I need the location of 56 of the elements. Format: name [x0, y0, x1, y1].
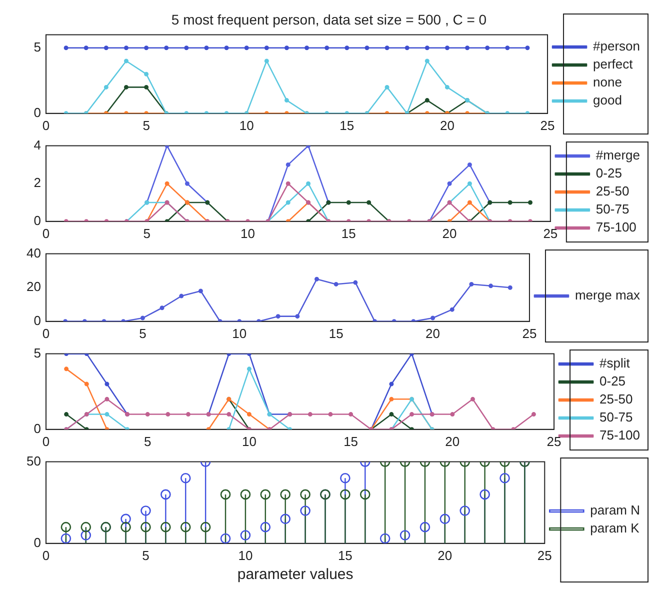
y-tick-label: 0 — [34, 312, 41, 328]
y-tick-label: 0 — [34, 104, 41, 120]
legend-label: merge max — [574, 288, 640, 303]
legend-label: 25-50 — [596, 184, 630, 199]
x-tick-label: 15 — [328, 326, 344, 341]
x-tick-label: 5 — [142, 548, 150, 563]
legend-label: none — [593, 74, 622, 90]
y-tick-label: 40 — [26, 245, 41, 260]
legend-label: good — [593, 92, 622, 108]
x-tick-label: 5 — [139, 326, 146, 341]
y-tick-label: 2 — [34, 175, 41, 190]
x-tick-label: 20 — [442, 226, 457, 241]
x-tick-label: 25 — [537, 548, 552, 563]
y-tick-label: 5 — [34, 39, 41, 54]
y-tick-label: 0 — [34, 534, 41, 550]
y-tick-label: 0 — [34, 212, 41, 228]
legend-label: param K — [590, 520, 640, 536]
y-tick-label: 5 — [34, 345, 41, 360]
x-tick-label: 25 — [540, 118, 555, 133]
x-tick-label: 25 — [546, 434, 562, 449]
x-tick-label: 20 — [426, 326, 440, 341]
legend-label: param N — [590, 502, 640, 518]
legend-label: perfect — [593, 56, 634, 72]
x-tick-label: 15 — [344, 434, 358, 449]
x-tick-label: 10 — [239, 118, 254, 133]
y-tick-label: 4 — [34, 137, 41, 152]
x-tick-label: 20 — [445, 434, 460, 449]
legend-label: 0-25 — [596, 166, 622, 181]
x-tick-label: 10 — [242, 434, 256, 449]
x-tick-label: 25 — [543, 226, 558, 241]
chart-title: 5 most frequent person, data set size = 500 , C = 0 — [171, 11, 487, 28]
legend-label: 75-100 — [600, 428, 640, 443]
y-tick-label: 50 — [26, 453, 41, 468]
x-axis-title: parameter values — [237, 566, 354, 584]
legend-label: 25-50 — [600, 392, 633, 407]
x-tick-label: 10 — [238, 548, 253, 563]
y-tick-label: 20 — [26, 279, 41, 294]
x-tick-label: 15 — [341, 226, 356, 241]
y-tick-label: 0 — [34, 420, 41, 436]
x-tick-label: 10 — [240, 226, 256, 241]
x-tick-label: 5 — [142, 118, 150, 133]
x-tick-label: 5 — [144, 434, 152, 449]
x-tick-label: 20 — [438, 548, 452, 563]
x-tick-label: 15 — [340, 118, 354, 133]
x-tick-label: 20 — [440, 118, 454, 133]
x-tick-label: 5 — [143, 226, 150, 241]
legend-label: 75-100 — [596, 220, 636, 235]
legend-label: 50-75 — [600, 410, 633, 425]
legend-label: #merge — [596, 148, 640, 163]
x-tick-label: 25 — [522, 326, 537, 341]
x-tick-label: 15 — [338, 548, 352, 563]
legend-label: #split — [600, 356, 630, 371]
legend-label: 0-25 — [600, 374, 626, 389]
legend-label: #person — [593, 38, 640, 54]
legend-label: 50-75 — [596, 202, 630, 217]
x-tick-label: 10 — [232, 326, 247, 341]
